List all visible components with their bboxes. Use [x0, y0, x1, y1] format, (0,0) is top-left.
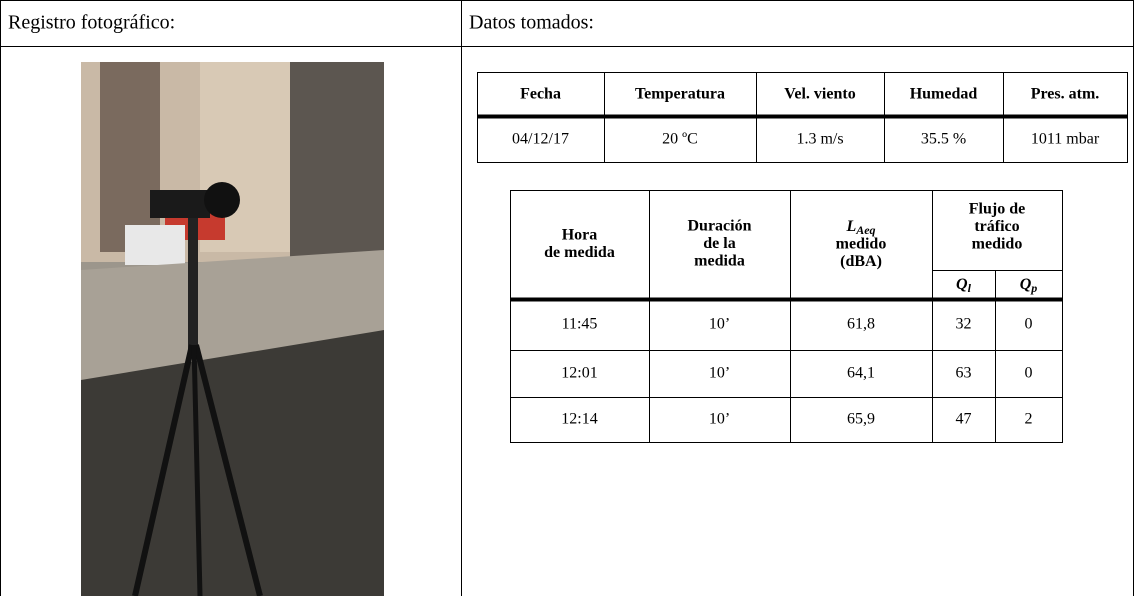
section-title: Datos tomados: [469, 12, 594, 34]
header-cell: tráfico [974, 218, 1019, 235]
data-cell: 47 [956, 411, 972, 428]
header-cell: medida [694, 253, 745, 270]
header-cell: medido [972, 236, 1023, 253]
header-cell: medido [836, 236, 887, 253]
header-cell: Temperatura [635, 86, 725, 103]
data-cell: 1.3 m/s [796, 131, 843, 148]
math-symbol: Ql [956, 276, 972, 295]
header-cell: de la [703, 235, 735, 252]
data-cell: 0 [1025, 365, 1033, 382]
header-cell: Flujo de [969, 201, 1025, 218]
data-cell: 10’ [709, 411, 730, 428]
symbol: Q [1020, 276, 1032, 293]
header-cell: Pres. atm. [1031, 86, 1100, 103]
subscript: l [968, 281, 972, 295]
header-cell: Hora [562, 227, 598, 244]
data-cell: 04/12/17 [512, 131, 569, 148]
conditions-table: Fecha Temperatura Vel. viento Humedad Pres. … [477, 72, 1128, 163]
data-cell: 11:45 [562, 316, 598, 333]
data-cell: 61,8 [847, 316, 875, 333]
section-title: Registro fotográfico: [8, 12, 175, 34]
header-cell: de medida [544, 244, 615, 261]
data-cell: 65,9 [847, 411, 875, 428]
header-cell: (dBA) [840, 253, 882, 270]
header-cell: Humedad [910, 86, 978, 103]
subscript: p [1030, 281, 1037, 295]
math-symbol: Qp [1020, 276, 1038, 295]
data-cell: 0 [1025, 316, 1033, 333]
data-cell: 2 [1025, 411, 1033, 428]
photo [81, 62, 384, 597]
data-cell: 63 [956, 365, 972, 382]
symbol: Q [956, 276, 968, 293]
data-cell: 35.5 % [921, 131, 966, 148]
symbol: L [845, 218, 856, 235]
header-cell: Vel. viento [784, 86, 855, 103]
data-cell: 12:14 [561, 411, 597, 428]
header-cell: Duración [688, 218, 752, 235]
data-cell: 32 [956, 316, 972, 333]
data-cell: 10’ [709, 316, 730, 333]
data-cell: 10’ [709, 365, 730, 382]
subscript: Aeq [855, 223, 875, 237]
data-cell: 12:01 [561, 365, 597, 382]
math-symbol: LAeq [845, 218, 875, 237]
header-cell: Fecha [520, 86, 561, 103]
data-cell: 1011 mbar [1031, 131, 1100, 148]
data-cell: 64,1 [847, 365, 875, 382]
data-cell: 20 ºC [662, 131, 698, 148]
